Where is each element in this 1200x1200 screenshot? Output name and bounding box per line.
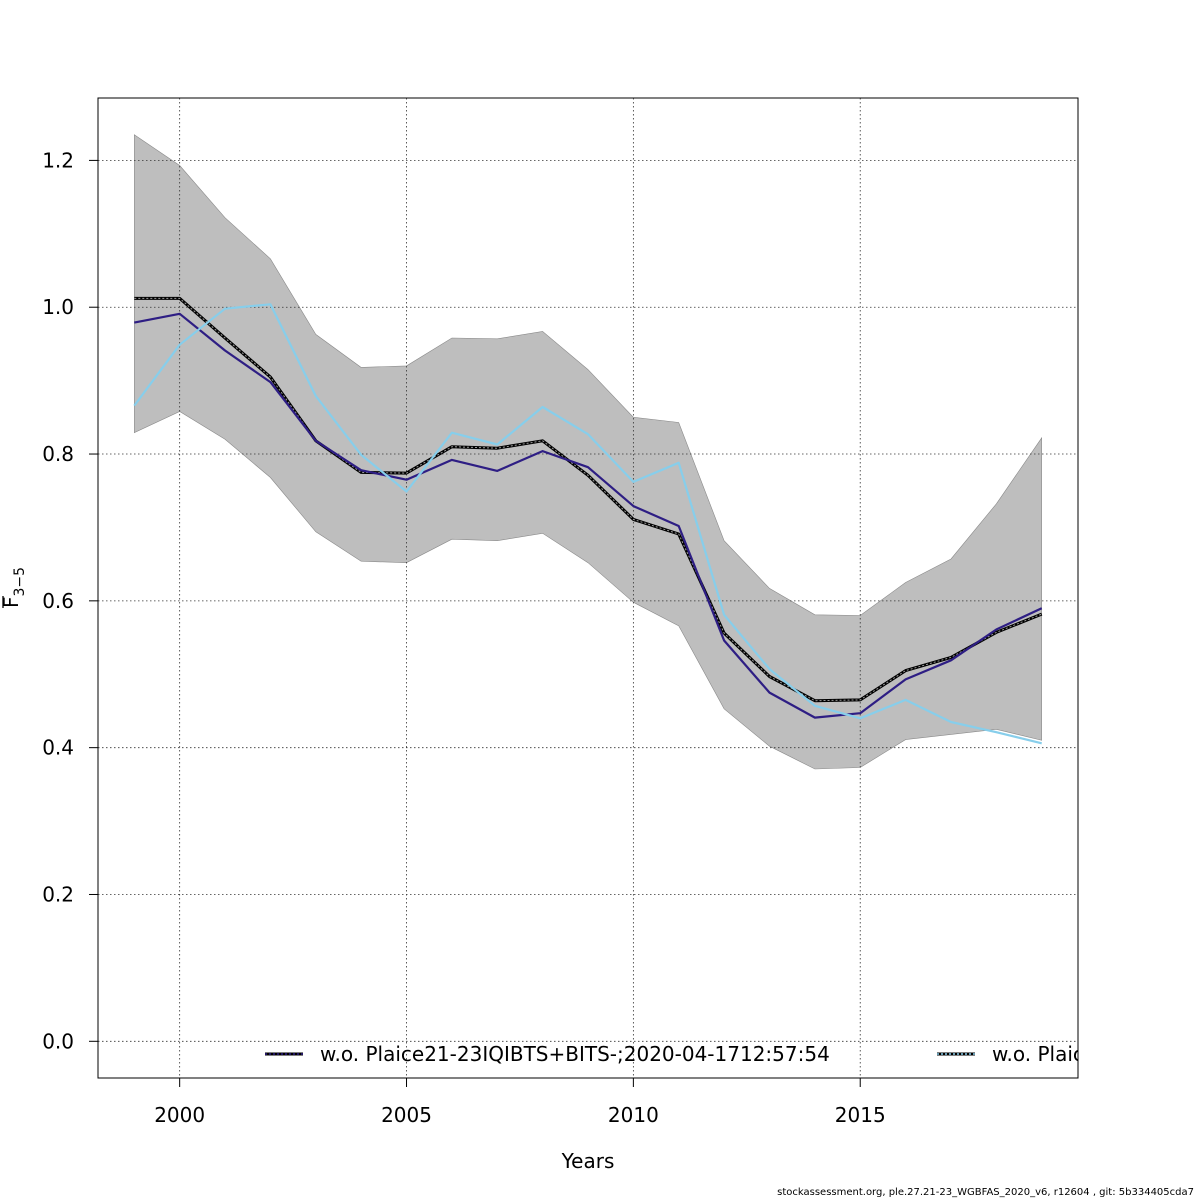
x-tick-label-2000: 2000 [154,1103,205,1127]
legend-label-0: w.o. Plaice21-23IQIBTS+BITS-;2020-04-171… [320,1042,830,1066]
legend-label-1: w.o. Plaice21-23IQIBTS+BITS-;2020-04-171… [992,1042,1200,1066]
series-line-2 [133,303,1042,745]
plot-frame [97,97,1079,1079]
y-tick-label-0.2: 0.2 [42,882,74,906]
grid-layer [98,98,1078,1078]
y-tick-label-1.0: 1.0 [42,295,74,319]
series-line-0-dash [134,297,1042,702]
y-axis-title-subscript: 3−5 [12,567,28,597]
y-axis: 0.0 0.2 0.4 0.6 0.8 1.0 1.2 [42,148,98,1053]
y-tick-label-0.6: 0.6 [42,589,74,613]
x-axis: 2000 2005 2010 2015 [154,1078,886,1127]
confidence-band-layer [134,134,1042,770]
series-layer [133,296,1043,745]
x-tick-label-2015: 2015 [835,1103,886,1127]
y-tick-label-0.8: 0.8 [42,442,74,466]
y-tick-label-1.2: 1.2 [42,148,74,172]
y-axis-title-main: F [0,596,23,608]
footer-source-text: stockassessment.org, ple.27.21-23_WGBFAS… [777,1187,1194,1198]
y-axis-title: F3−5 [0,567,28,608]
y-tick-label-0.4: 0.4 [42,736,74,760]
x-axis-title: Years [561,1149,615,1173]
y-axis-title-text: F3−5 [0,567,28,608]
x-tick-label-2010: 2010 [608,1103,659,1127]
y-tick-label-0.0: 0.0 [42,1029,74,1053]
series-line-1 [134,312,1043,719]
legend-entries: w.o. Plaice21-23IQIBTS+BITS-;2020-04-171… [265,1042,1200,1066]
confidence-band [134,134,1042,770]
x-tick-label-2005: 2005 [381,1103,432,1127]
legend: w.o. Plaice21-23IQIBTS+BITS-;2020-04-171… [265,1042,1200,1066]
